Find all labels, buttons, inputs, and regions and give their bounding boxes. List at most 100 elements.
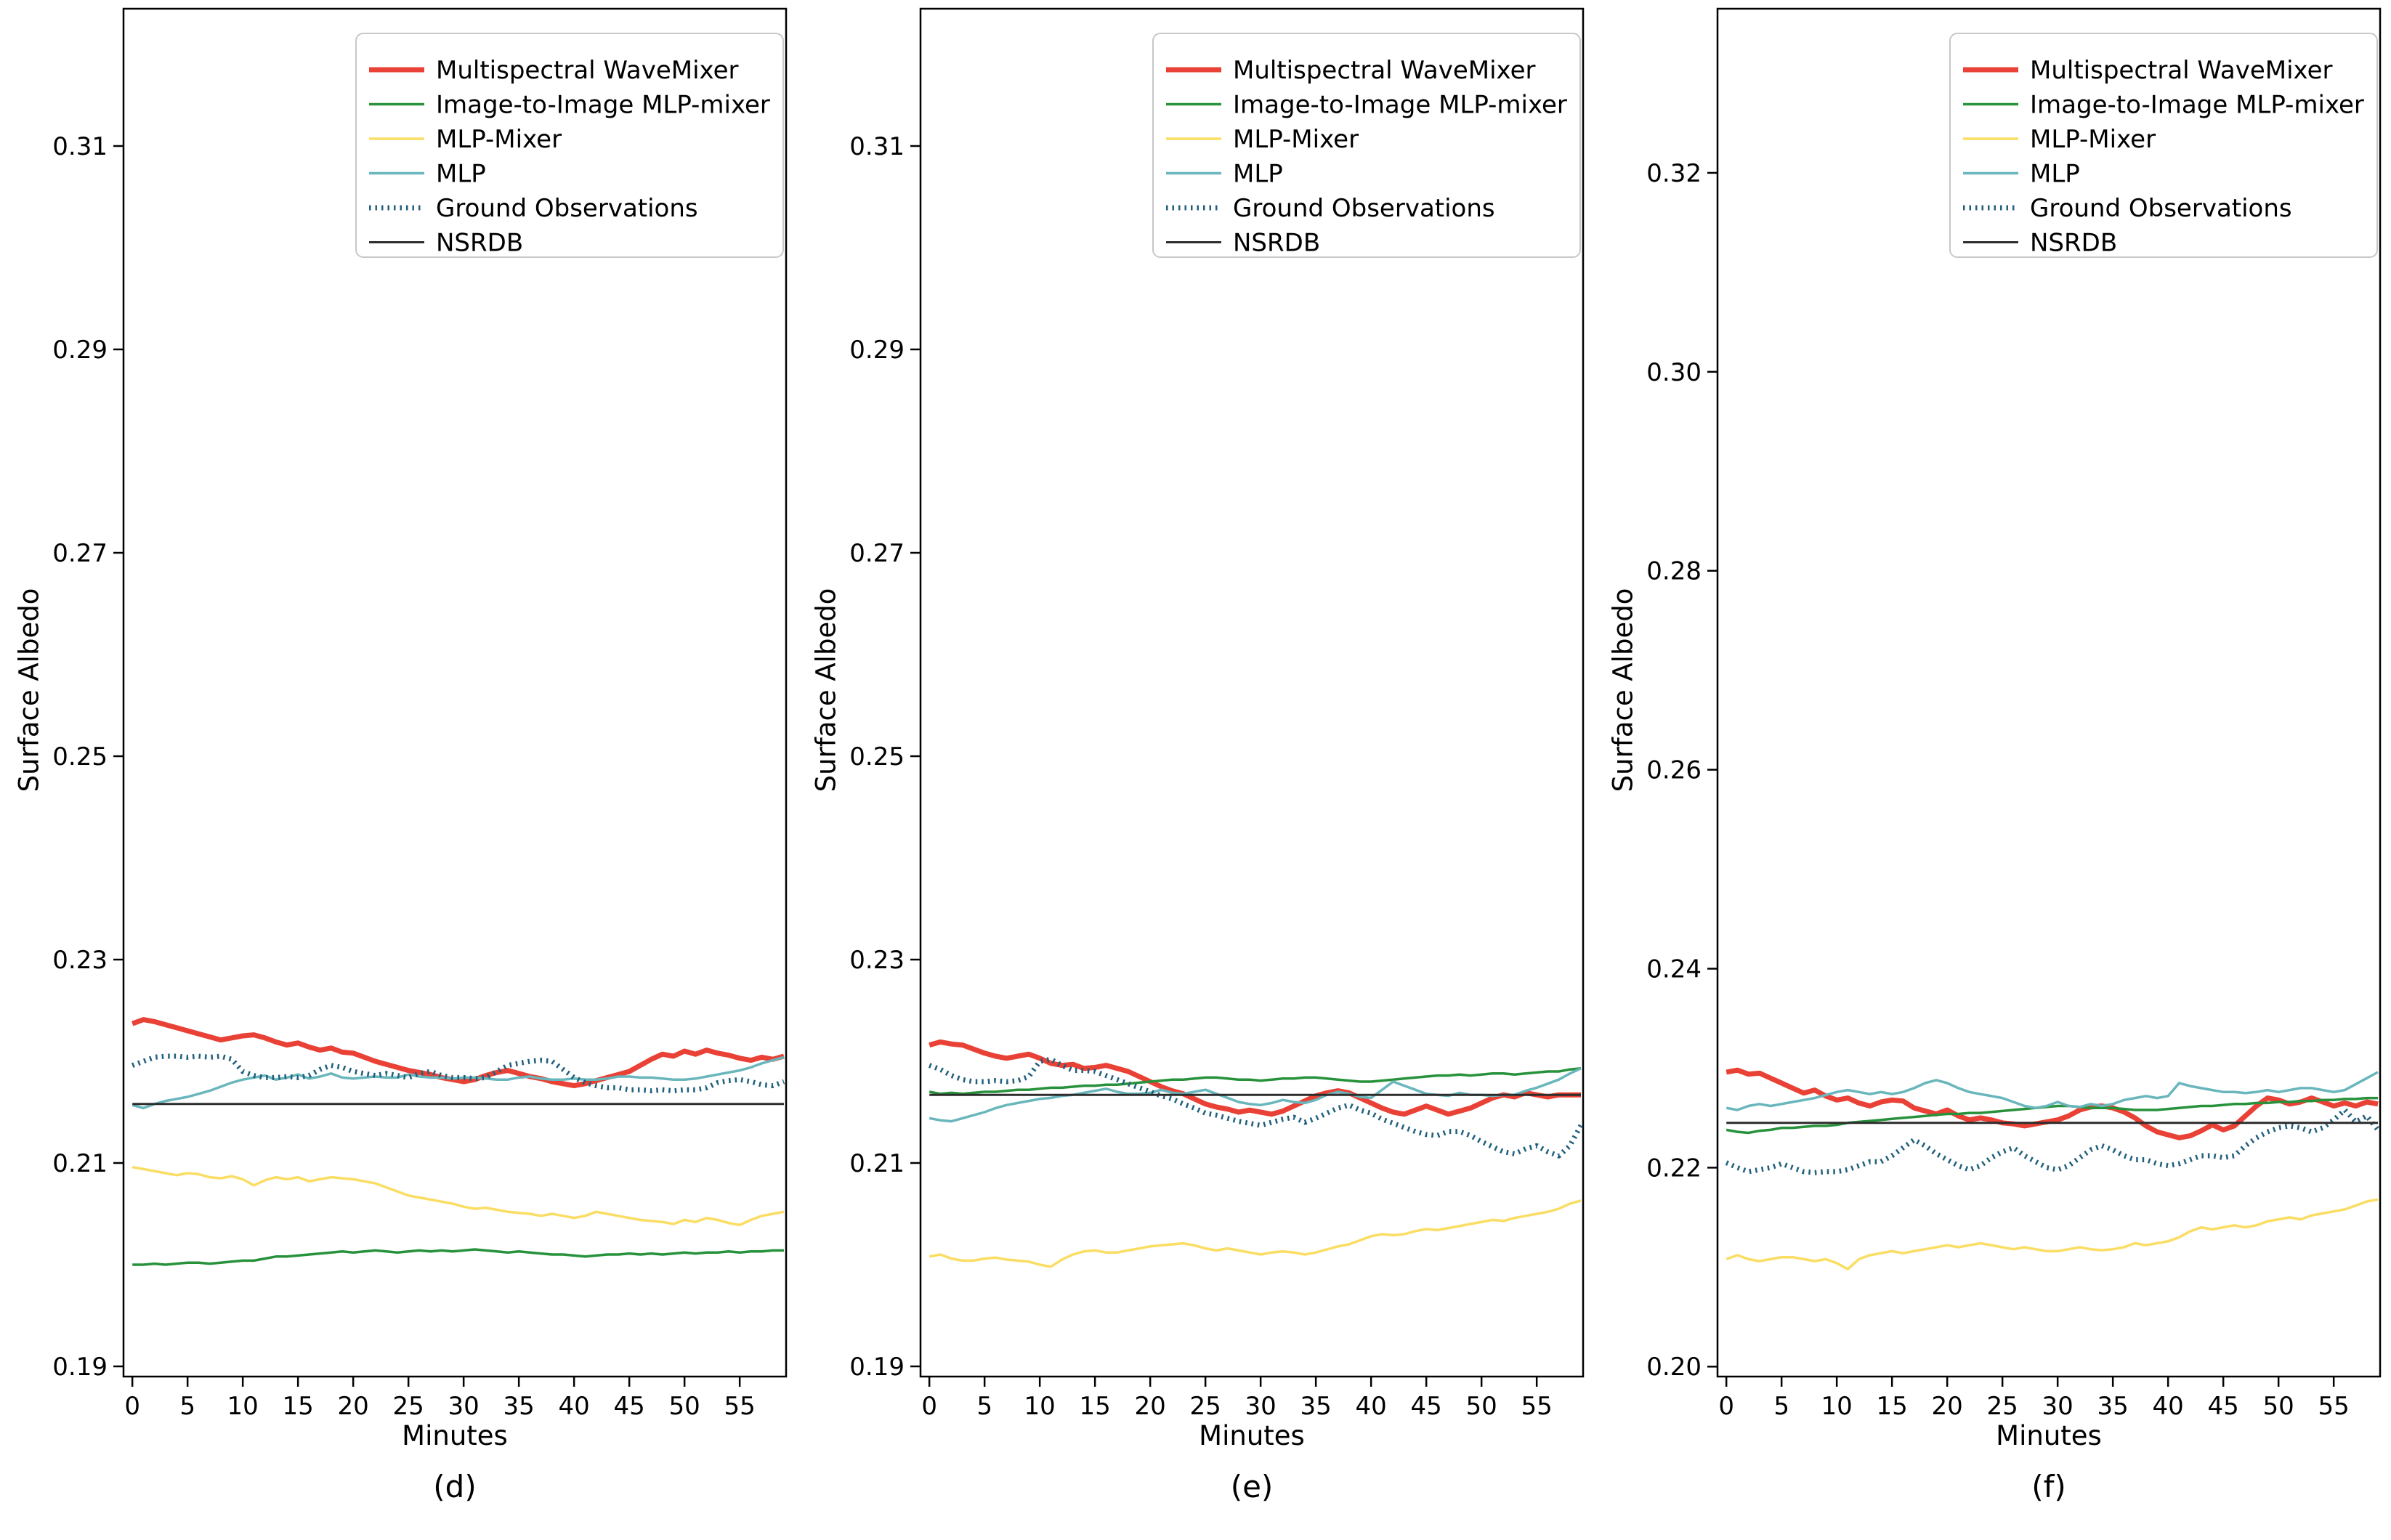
y-tick-label: 0.26 (1646, 756, 1702, 785)
y-tick-label: 0.19 (52, 1353, 108, 1382)
x-tick-label: 10 (1821, 1392, 1853, 1421)
legend-label: NSRDB (1233, 228, 1320, 257)
x-tick-label: 40 (2153, 1392, 2184, 1421)
y-tick-label: 0.20 (1646, 1353, 1702, 1382)
series-image-to-image-mlp-mixer (132, 1248, 784, 1266)
y-tick-label: 0.32 (1646, 159, 1702, 188)
y-tick-label: 0.22 (1646, 1154, 1702, 1183)
x-tick-label: 0 (1718, 1392, 1734, 1421)
y-axis-label: Surface Albedo (810, 588, 842, 793)
y-tick-label: 0.21 (52, 1149, 108, 1178)
y-tick-label: 0.31 (849, 132, 905, 161)
legend-box (355, 33, 784, 258)
y-tick-label: 0.19 (849, 1353, 905, 1382)
x-tick-label: 55 (1521, 1392, 1553, 1421)
panel-caption: (f) (2031, 1469, 2066, 1504)
legend-box (1949, 33, 2378, 258)
x-tick-label: 35 (503, 1392, 535, 1421)
legend-label: Image-to-Image MLP-mixer (1233, 90, 1567, 119)
y-tick-label: 0.30 (1646, 358, 1702, 387)
series-ground-observations (1725, 1107, 2380, 1175)
x-tick-label: 15 (1877, 1392, 1908, 1421)
y-tick-label: 0.24 (1646, 955, 1702, 984)
x-tick-label: 30 (2042, 1392, 2074, 1421)
x-tick-label: 5 (179, 1392, 195, 1421)
y-tick-label: 0.27 (849, 539, 905, 568)
legend-label: Ground Observations (436, 194, 698, 223)
series-multispectral-wavemixer (929, 1039, 1581, 1117)
legend-label: Image-to-Image MLP-mixer (2030, 90, 2364, 119)
x-tick-label: 15 (1080, 1392, 1111, 1421)
legend-label: MLP (2030, 159, 2080, 188)
panel-f: 0.20 0.22 0.24 0.26 0.28 0.30 0.32 0 5 10 15 20 25 30… (1594, 0, 2391, 1540)
y-tick-label: 0.25 (52, 742, 108, 771)
x-tick-label: 0 (124, 1392, 140, 1421)
legend-label: NSRDB (2030, 228, 2117, 257)
x-tick-label: 10 (227, 1392, 259, 1421)
x-tick-label: 15 (283, 1392, 314, 1421)
x-tick-label: 20 (338, 1392, 369, 1421)
x-tick-label: 25 (1190, 1392, 1221, 1421)
x-tick-label: 55 (2318, 1392, 2350, 1421)
chart-svg-d: 0.19 0.21 0.23 0.25 0.27 0.29 0.31 0 5 10 15 20 25 30… (52, 7, 788, 1421)
x-tick-label: 0 (921, 1392, 937, 1421)
legend-label: NSRDB (436, 228, 523, 257)
panel-caption: (d) (433, 1469, 477, 1504)
plot-frame (1716, 7, 2382, 1378)
y-tick-label: 0.29 (849, 336, 905, 365)
panel-e: 0.19 0.21 0.23 0.25 0.27 0.29 0.31 0 5 10 15 20 25 30… (797, 0, 1594, 1540)
x-tick-label: 25 (1987, 1392, 2018, 1421)
x-tick-label: 5 (976, 1392, 992, 1421)
chart-svg-e: 0.19 0.21 0.23 0.25 0.27 0.29 0.31 0 5 10 15 20 25 30… (849, 7, 1585, 1421)
x-tick-label: 35 (2097, 1392, 2129, 1421)
x-tick-label: 40 (1356, 1392, 1387, 1421)
legend-label: Multispectral WaveMixer (2030, 56, 2333, 85)
y-tick-label: 0.23 (849, 946, 905, 975)
y-tick-label: 0.21 (849, 1149, 905, 1178)
series-multispectral-wavemixer (1726, 1067, 2379, 1140)
x-axis-label: Minutes (1996, 1420, 2102, 1451)
y-axis-label: Surface Albedo (13, 588, 45, 793)
panel-d: 0.19 0.21 0.23 0.25 0.27 0.29 0.31 0 5 10 15 20 25 30… (0, 0, 797, 1540)
legend-label: Multispectral WaveMixer (436, 56, 739, 85)
x-tick-label: 5 (1773, 1392, 1789, 1421)
series-image-to-image-mlp-mixer (929, 1067, 1582, 1095)
legend-box (1152, 33, 1581, 258)
x-tick-label: 55 (724, 1392, 756, 1421)
x-tick-label: 45 (2208, 1392, 2239, 1421)
x-tick-label: 30 (448, 1392, 480, 1421)
x-tick-label: 50 (2263, 1392, 2294, 1421)
x-tick-label: 40 (559, 1392, 590, 1421)
y-tick-label: 0.27 (52, 539, 108, 568)
series-mlp-mixer (132, 1165, 785, 1227)
x-axis-label: Minutes (402, 1420, 508, 1451)
y-tick-label: 0.25 (849, 742, 905, 771)
x-tick-label: 35 (1300, 1392, 1332, 1421)
chart-svg-f: 0.20 0.22 0.24 0.26 0.28 0.30 0.32 0 5 10 15 20 25 30… (1646, 7, 2382, 1421)
x-tick-label: 30 (1245, 1392, 1277, 1421)
x-tick-label: 45 (614, 1392, 645, 1421)
y-tick-label: 0.29 (52, 336, 108, 365)
legend-label: Multispectral WaveMixer (1233, 56, 1536, 85)
series-ground-observations (131, 1053, 785, 1094)
legend-label: MLP-Mixer (436, 125, 562, 154)
x-tick-label: 45 (1411, 1392, 1442, 1421)
series-image-to-image-mlp-mixer (1726, 1096, 2378, 1135)
x-axis-label: Minutes (1199, 1420, 1305, 1451)
plot-frame (122, 7, 788, 1378)
series-multispectral-wavemixer (131, 1017, 785, 1089)
x-tick-label: 50 (1466, 1392, 1497, 1421)
legend-label: MLP-Mixer (2030, 125, 2156, 154)
x-tick-label: 25 (393, 1392, 424, 1421)
y-axis-label: Surface Albedo (1607, 588, 1639, 793)
legend-label: MLP-Mixer (1233, 125, 1359, 154)
legend-label: MLP (1233, 159, 1283, 188)
series-mlp-mixer (929, 1199, 1582, 1268)
legend-label: Ground Observations (1233, 194, 1495, 223)
x-tick-label: 20 (1135, 1392, 1166, 1421)
x-tick-label: 50 (669, 1392, 700, 1421)
y-tick-label: 0.31 (52, 132, 108, 161)
plot-frame (919, 7, 1585, 1378)
panel-caption: (e) (1230, 1469, 1274, 1504)
